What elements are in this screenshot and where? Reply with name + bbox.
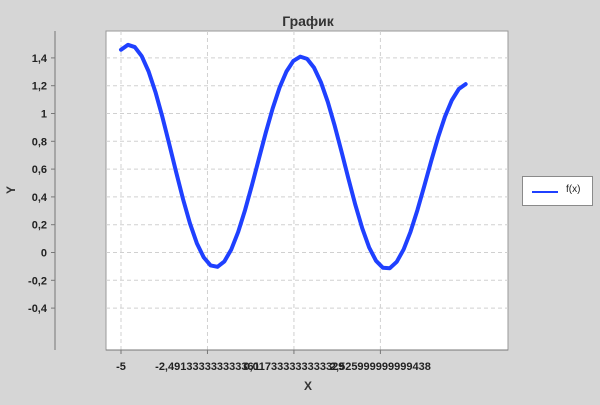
x-tick-label: 0,017333333333329 [243, 361, 344, 373]
x-tick-label: -2,491333333333361 [155, 361, 260, 373]
y-tick-label: -0,4 [28, 303, 48, 315]
chart-title: График [282, 13, 335, 29]
y-tick-label: 0,4 [32, 192, 48, 204]
grid [106, 31, 508, 350]
legend-series-label: f(x) [566, 184, 581, 195]
y-tick-label: 0 [41, 248, 47, 260]
plot-area [105, 30, 509, 351]
y-tick-label: -0,2 [28, 275, 47, 287]
legend: f(x) [522, 176, 593, 206]
y-tick-label: 1,2 [32, 81, 47, 93]
x-tick-label: -5 [116, 361, 126, 373]
y-tick-label: 0,6 [32, 164, 47, 176]
y-tick-label: 1,4 [32, 53, 48, 65]
y-axis-ticks: 1,4 1,2 1 0,8 0,6 0,4 0,2 0 -0,2 -0,4 [28, 53, 55, 315]
series-layer [119, 42, 468, 271]
y-tick-label: 0,2 [32, 220, 47, 232]
y-axis-label: Y [4, 186, 18, 194]
x-axis-ticks: -5 -2,4913333333333610,0173333333333292,5… [116, 350, 431, 373]
y-tick-label: 1 [41, 109, 47, 121]
legend-series-swatch [532, 191, 558, 193]
x-axis-label: X [304, 379, 312, 393]
x-tick-label: 2,525999999999438 [330, 361, 431, 373]
y-tick-label: 0,8 [32, 136, 47, 148]
series-line [119, 42, 468, 271]
